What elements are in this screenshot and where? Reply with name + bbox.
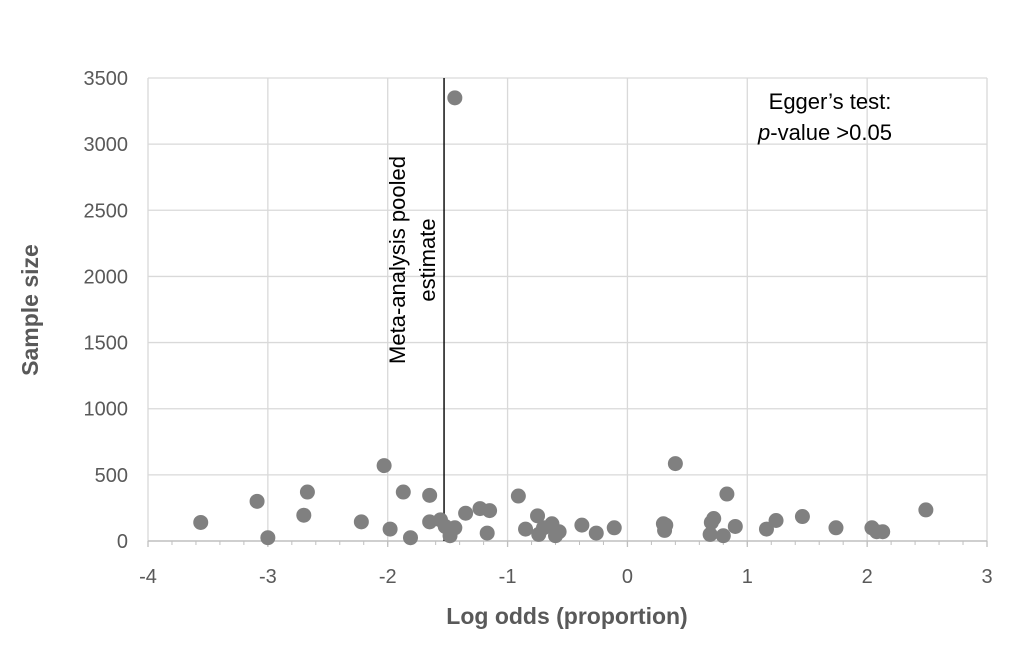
data-point [479, 525, 495, 541]
data-point [249, 493, 265, 509]
data-point [667, 456, 683, 472]
data-point [606, 520, 622, 536]
eggers-test-annotation: Egger’s test: p-value >0.05 [757, 89, 892, 145]
data-point [299, 484, 315, 500]
data-point [482, 503, 498, 519]
y-tick-label: 2500 [84, 200, 129, 222]
y-tick-label: 3500 [84, 68, 129, 90]
data-point [193, 514, 209, 530]
data-point [447, 90, 463, 106]
data-point [458, 505, 474, 521]
data-point [402, 530, 418, 546]
data-point [719, 486, 735, 502]
data-point [727, 518, 743, 534]
eggers-test-line2: p-value >0.05 [757, 120, 892, 145]
data-point [918, 502, 934, 518]
x-tick-label: -4 [139, 566, 157, 588]
data-point [768, 512, 784, 528]
x-tick-label: 2 [862, 566, 873, 588]
y-tick-label: 1000 [84, 399, 129, 421]
data-point [353, 514, 369, 530]
axes: 0 500 1000 1500 2000 2500 3000 3500 -4 -3 -2 -1 0 1 2 3 [84, 68, 993, 588]
y-tick-label: 2000 [84, 266, 129, 288]
x-tick-label: -2 [379, 566, 397, 588]
data-point [260, 530, 276, 546]
data-point [530, 508, 546, 524]
data-point [702, 526, 718, 542]
data-points [193, 90, 934, 546]
eggers-test-pvalue: -value >0.05 [770, 120, 892, 145]
x-axis-title: Log odds (proportion) [446, 603, 687, 629]
data-point [658, 517, 674, 533]
y-tick-label: 0 [117, 531, 128, 553]
data-point [395, 484, 411, 500]
y-tick-label: 3000 [84, 134, 129, 156]
y-tick-label: 1500 [84, 333, 129, 355]
x-tick-label: 1 [742, 566, 753, 588]
pooled-estimate-label-line2: estimate [415, 218, 440, 301]
eggers-test-line1: Egger’s test: [769, 89, 892, 114]
data-point [758, 521, 774, 537]
y-tick-label: 500 [95, 465, 128, 487]
data-point [382, 521, 398, 537]
data-point [706, 511, 722, 527]
x-tick-label: 0 [622, 566, 633, 588]
data-point [875, 524, 891, 540]
pooled-estimate-label-line1: Meta-analysis pooled [385, 156, 410, 364]
data-point [794, 509, 810, 525]
data-point [296, 507, 312, 523]
pooled-estimate-label: Meta-analysis pooled estimate [385, 156, 440, 364]
data-point [574, 517, 590, 533]
x-tick-label: 3 [981, 566, 992, 588]
eggers-test-p: p [757, 120, 770, 145]
data-point [551, 524, 567, 540]
data-point [828, 520, 844, 536]
data-point [447, 520, 463, 536]
x-tick-label: -3 [259, 566, 277, 588]
data-point [510, 488, 526, 504]
y-axis-title: Sample size [17, 244, 43, 376]
data-point [715, 528, 731, 544]
gridlines [147, 77, 988, 541]
data-point [588, 525, 604, 541]
data-point [518, 521, 534, 537]
data-point [376, 458, 392, 474]
x-tick-label: -1 [499, 566, 517, 588]
data-point [422, 487, 438, 503]
